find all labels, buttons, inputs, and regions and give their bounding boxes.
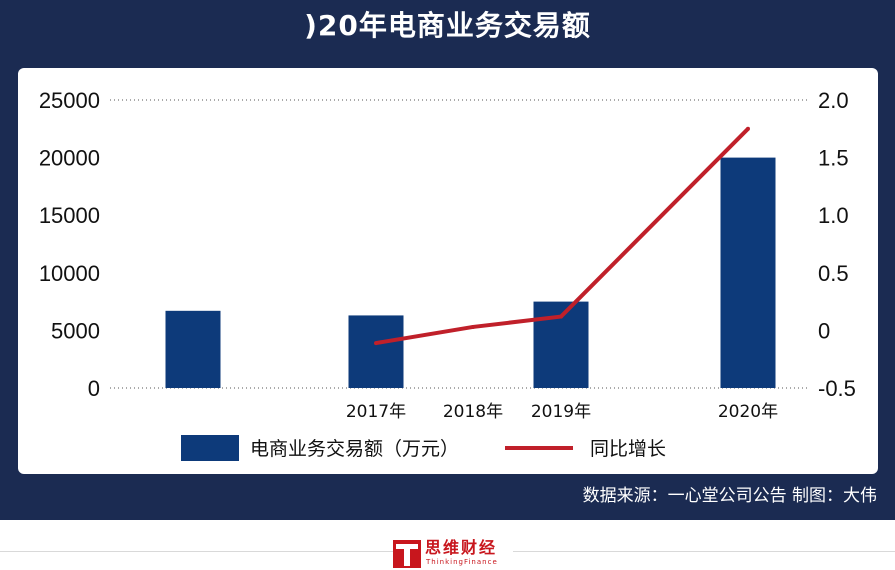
y-axis-right-tick: 0.5 [818,261,849,286]
chart-frame: )20年电商业务交易额 25000 20000 15000 10000 5000 0 2.0… [0,0,895,520]
brand-logo-block: 思维财经 ThinkingFinance [393,538,513,570]
bar [165,310,221,388]
y-axis-left-tick: 10000 [39,261,100,286]
y-axis-right-tick: 0 [818,318,830,343]
chart-canvas: 25000 20000 15000 10000 5000 0 2.0 1.5 1.0 0.5 0 -0… [39,88,856,461]
chart-panel: 25000 20000 15000 10000 5000 0 2.0 1.5 1.0 0.5 0 -0… [18,68,878,474]
chart-title: )20年电商业务交易额 [304,9,591,42]
brand-name: 思维财经 [425,538,498,557]
y-axis-right-tick: 2.0 [818,88,849,113]
y-axis-left-tick: 25000 [39,88,100,113]
legend-bar-swatch [181,435,239,461]
line-point [471,324,475,329]
y-axis-right-tick: 1.5 [818,146,849,171]
y-axis-left-tick: 20000 [39,146,100,171]
x-axis-tick: 2019年 [531,402,591,422]
line-series-growth [375,127,750,346]
brand-subtitle: ThinkingFinance [426,558,498,566]
y-axis-left-tick: 15000 [39,203,100,228]
y-axis-left-tick: 5000 [51,318,100,343]
brand-icon [393,540,421,568]
x-axis-tick: 2018年 [443,402,503,422]
line-point [559,314,563,319]
y-axis-left-tick: 0 [88,376,100,401]
line-point [746,126,750,131]
bar [720,157,776,388]
x-axis-tick: 2017年 [346,402,406,422]
y-axis-right-tick: 1.0 [818,203,849,228]
y-axis-right-tick: -0.5 [818,376,856,401]
x-axis-tick: 2020年 [718,402,778,422]
legend-bar-label: 电商业务交易额（万元） [250,438,459,460]
legend-line-label: 同比增长 [590,438,666,460]
source-note: 数据来源：一心堂公司公告 制图：大伟 [582,486,877,506]
line-point [374,341,378,346]
bar [348,315,404,388]
